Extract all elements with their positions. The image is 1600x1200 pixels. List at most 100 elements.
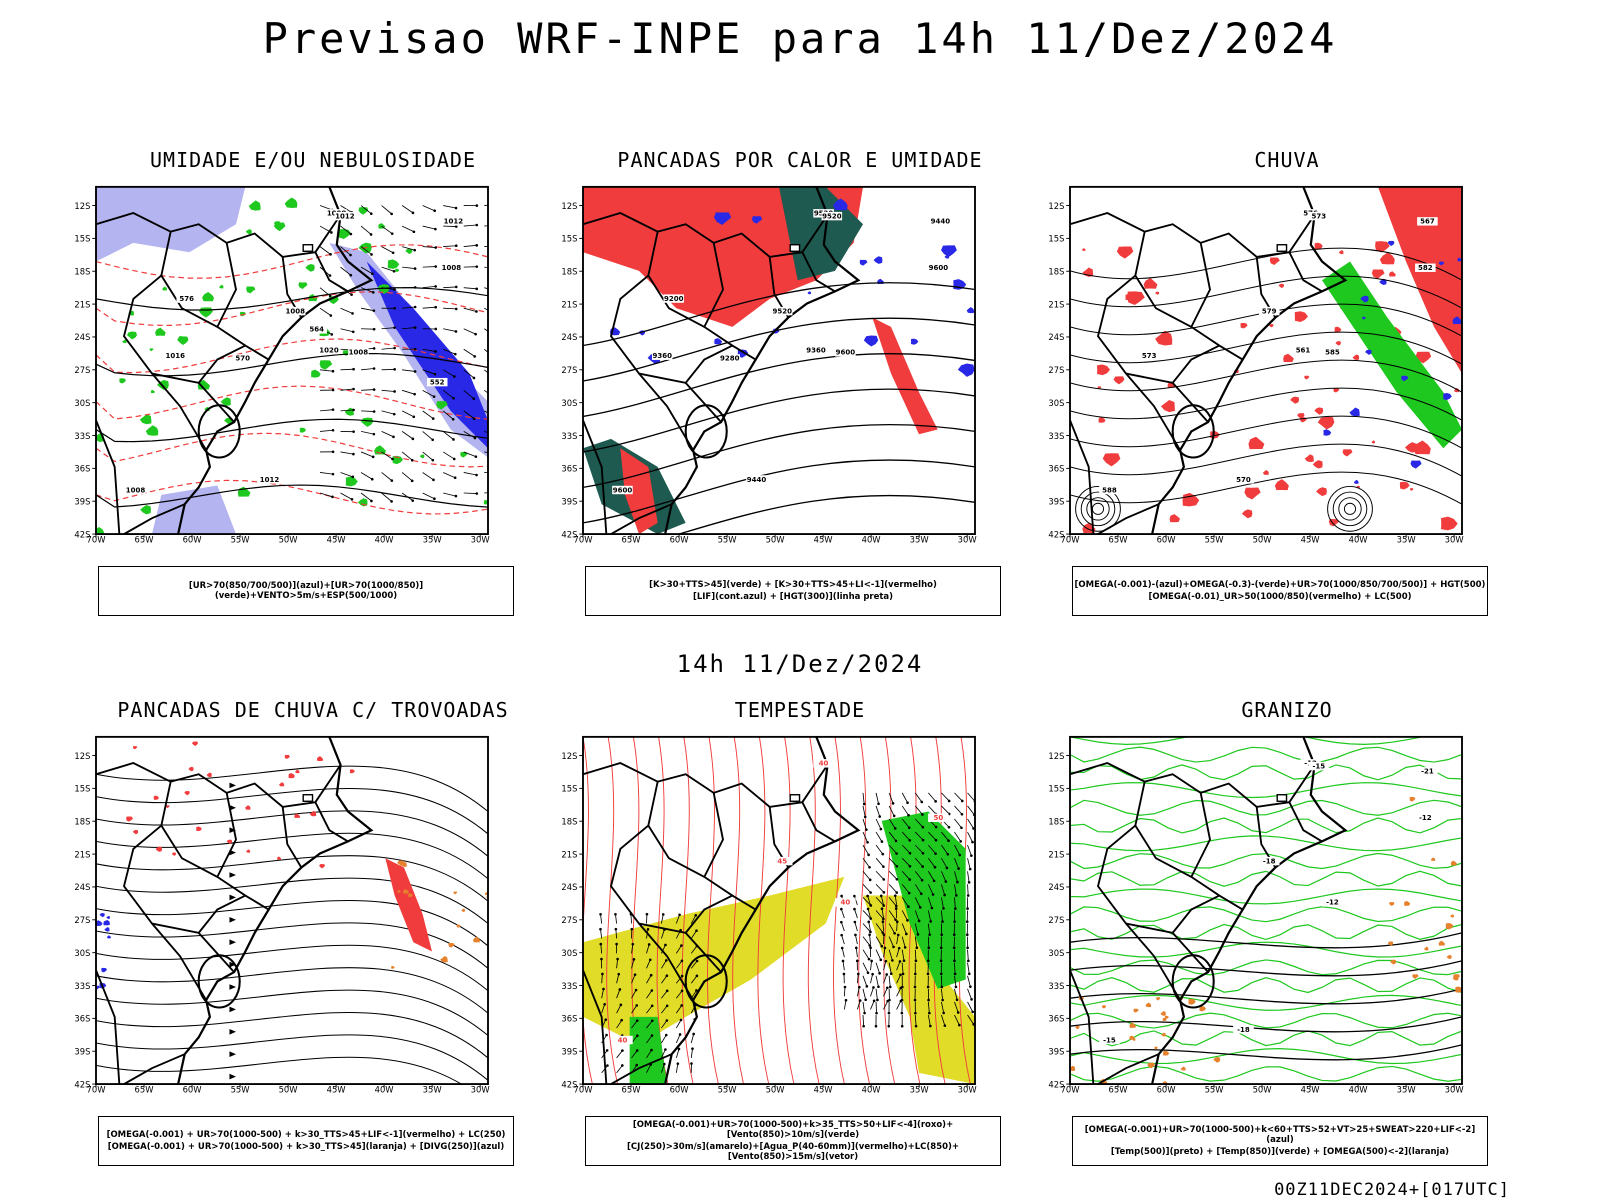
height-contour <box>583 317 975 382</box>
wind-vector-head <box>958 853 962 857</box>
wind-vector-head <box>960 826 963 830</box>
wind-arrow-head <box>411 211 415 215</box>
wind-arrow-head <box>351 312 354 315</box>
wind-vector-head <box>690 1062 693 1065</box>
state-border <box>1097 503 1160 535</box>
wind-vector-head <box>920 878 924 882</box>
wind-vector <box>661 960 667 969</box>
rain-blue-area <box>1457 257 1462 262</box>
contour-label: 564 <box>309 326 324 334</box>
wind-vector <box>862 792 865 805</box>
wind-vector <box>631 959 635 969</box>
lat-tick-label: 27S <box>74 365 90 375</box>
lagoon-outline <box>684 954 728 1009</box>
wind-vector-head <box>617 972 621 976</box>
rain-red-area <box>1244 487 1261 500</box>
lagoon-outline <box>1171 954 1215 1009</box>
lat-tick-label: 24S <box>1048 882 1064 892</box>
wind-vector <box>690 945 698 954</box>
wind-arrow <box>402 266 416 269</box>
capital-marker <box>789 244 801 252</box>
contour-label-bg <box>441 263 462 272</box>
wind-vector <box>941 844 949 855</box>
lif-blue-contour <box>859 259 868 266</box>
wind-vector-head <box>933 865 937 869</box>
streamline-arrow <box>229 961 236 968</box>
wind-arrow-head <box>371 455 375 459</box>
contour-label-bg <box>1308 761 1330 771</box>
lon-tick-label: 45W <box>1301 534 1320 544</box>
lif-blue-contour <box>941 245 957 258</box>
wind-vector <box>940 1001 945 1013</box>
wind-vector-head <box>885 973 889 976</box>
lat-tick-label: 42S <box>74 1079 90 1089</box>
temp850-contour <box>1070 746 1462 763</box>
lat-tick-label: 15S <box>561 784 577 794</box>
humidity-green-contour <box>391 265 396 269</box>
lat-tick-label: 30S <box>1048 948 1064 958</box>
wind-vector <box>875 870 885 880</box>
wind-vector <box>675 914 680 924</box>
temp500-contour <box>1070 988 1462 1005</box>
wind-vector <box>967 831 973 843</box>
wind-vector-head <box>677 1047 681 1051</box>
wind-arrow <box>442 369 455 377</box>
wind-vector <box>954 1014 960 1026</box>
unstable-red-area <box>620 448 658 535</box>
wind-arrow <box>340 225 352 235</box>
wind-vector-head <box>876 998 879 1002</box>
contour-label: 40 <box>841 899 851 907</box>
wind-green-area <box>881 811 966 989</box>
lon-tick-label: 50W <box>1253 1084 1272 1094</box>
temp500-contour <box>1070 1016 1462 1033</box>
wind-vector-head <box>880 840 884 843</box>
wind-vector-head <box>906 919 909 922</box>
wind-arrow-head <box>453 476 457 480</box>
lat-tick-label: 12S <box>1048 201 1064 211</box>
wind-arrow-head <box>372 327 376 331</box>
wind-arrow-head <box>391 251 395 255</box>
wind-arrow <box>422 225 436 230</box>
panel-legend: [OMEGA(-0.001)+UR>70(1000-500)+k<60+TTS>… <box>1072 1116 1488 1166</box>
wind-vector-head <box>969 985 972 988</box>
contour-label-bg <box>1415 263 1436 272</box>
wind-vector <box>888 884 898 893</box>
lat-tick-label: 33S <box>1048 431 1064 441</box>
wind-vector <box>888 870 898 880</box>
wind-vector-head <box>956 1011 960 1014</box>
wind-vector <box>600 929 603 939</box>
rain-red-area <box>1283 353 1294 363</box>
wind-vector-head <box>680 974 684 978</box>
wind-vector-head <box>882 865 885 868</box>
humidity-green-contour <box>460 452 468 458</box>
state-border <box>123 1053 186 1085</box>
wind-vector-head <box>636 1034 639 1037</box>
state-border <box>160 231 270 361</box>
wind-vector <box>875 975 879 987</box>
wind-vector-head <box>650 1004 654 1008</box>
wind-vector-head <box>881 920 885 923</box>
rain-red-area <box>1375 241 1390 253</box>
height-contour <box>583 423 975 489</box>
wind-vector-head <box>970 854 973 857</box>
lat-tick-label: 27S <box>1048 915 1064 925</box>
wind-vector-head <box>947 839 950 843</box>
thickness-dashed-contour <box>96 291 488 326</box>
omega-orange-dot <box>1160 1011 1166 1016</box>
wind-arrow <box>319 369 334 372</box>
wind-arrow <box>443 472 456 479</box>
wind-arrow-head <box>370 499 373 503</box>
wind-vector <box>967 884 969 896</box>
wind-vector-head <box>606 1064 609 1067</box>
wind-arrow <box>422 451 434 461</box>
wind-arrow <box>443 286 457 289</box>
wind-vector-head <box>676 1062 680 1065</box>
wind-vector-head <box>616 957 619 961</box>
wind-vector <box>888 857 898 867</box>
lon-tick-label: 55W <box>718 1084 737 1094</box>
wind-arrow <box>401 492 413 501</box>
wind-vector-head <box>895 891 899 894</box>
wind-vector-head <box>635 1019 639 1022</box>
wind-arrow-head <box>431 438 435 442</box>
wind-vector <box>843 1000 847 1010</box>
